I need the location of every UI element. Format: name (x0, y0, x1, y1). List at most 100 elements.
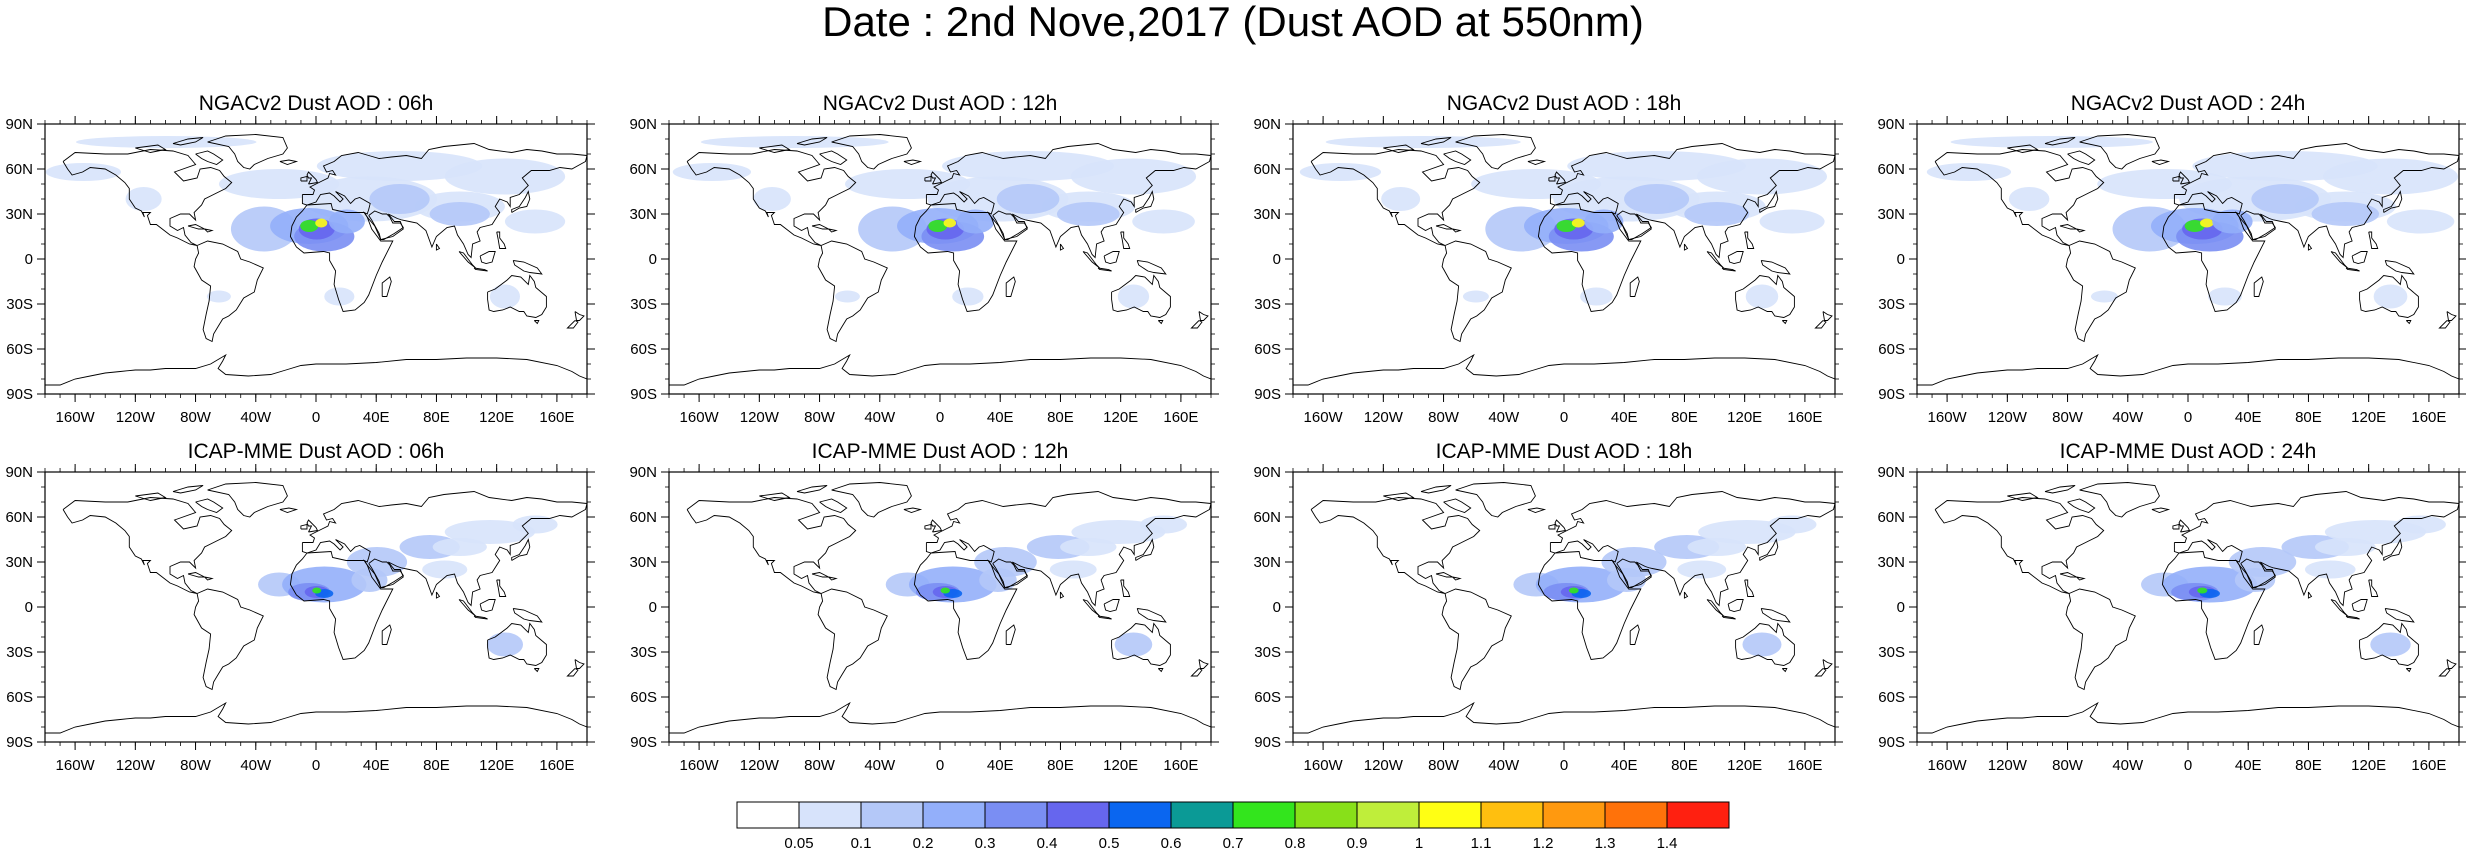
dust-aod-area (504, 209, 566, 234)
coastline (1629, 624, 1640, 645)
coastline (1135, 538, 1155, 561)
coastline (306, 519, 319, 533)
coastline (1443, 150, 1472, 166)
lon-tick-label: 120W (1364, 409, 1404, 426)
coastline (1616, 210, 1652, 240)
coastline (2351, 599, 2368, 612)
dust-aod-area (316, 151, 483, 181)
dust-aod-area (1759, 209, 1825, 234)
dust-aod-area (125, 187, 162, 211)
lon-tick-label: 160W (680, 409, 720, 426)
lat-tick-label: 90S (1878, 386, 1905, 403)
coastline (479, 251, 496, 264)
lat-tick-label: 90N (1253, 116, 1281, 133)
coastline (574, 311, 585, 321)
coastline (1527, 159, 1547, 165)
coastline (2173, 491, 2459, 607)
coastline (1135, 190, 1155, 213)
lat-tick-label: 30S (630, 296, 657, 313)
dust-aod-area (2311, 202, 2380, 226)
colorbar-swatch (1480, 801, 1544, 829)
coastline (1111, 274, 1171, 318)
coastline (2307, 591, 2313, 599)
coastline (831, 134, 912, 170)
coastline (1157, 320, 1164, 325)
panel-title: NGACv2 Dust AOD : 12h (822, 92, 1058, 115)
lat-tick-label: 0 (25, 251, 33, 268)
lon-tick-label: 0 (1560, 757, 1568, 774)
coastline (566, 668, 579, 677)
lat-tick-label: 30S (1254, 644, 1281, 661)
coastline (1727, 251, 1744, 264)
coastline (1554, 171, 1567, 185)
dust-aod-area (1677, 560, 1727, 579)
dust-aod-area (1742, 632, 1782, 657)
colorbar-swatch (922, 801, 986, 829)
coastline (1455, 134, 1536, 170)
coastline (2151, 507, 2171, 513)
map-panel: ICAP-MME Dust AOD : 12h 90N 60N 30N 0 30S 60S 9… (624, 440, 1244, 780)
coastline (45, 353, 587, 386)
coastline (1111, 622, 1171, 666)
coastline (1781, 320, 1788, 325)
panel-title: ICAP-MME Dust AOD : 12h (811, 440, 1069, 463)
coastline (924, 175, 932, 182)
colorbar-swatch (1542, 801, 1606, 829)
lat-tick-label: 30N (629, 206, 657, 223)
lon-tick-label: 160W (56, 757, 96, 774)
lat-tick-label: 30N (1253, 554, 1281, 571)
lon-tick-label: 160E (1163, 409, 1198, 426)
coastline (2059, 224, 2077, 230)
coastline (496, 579, 507, 597)
coastline (1917, 701, 2459, 734)
dust-aod-area (1049, 560, 1097, 579)
lat-tick-label: 90S (6, 734, 33, 751)
coastline (511, 538, 531, 561)
lon-tick-label: 80W (1428, 409, 1460, 426)
dust-aod-area (996, 184, 1060, 214)
dust-aod-area (1745, 284, 1779, 309)
coastline (1735, 274, 1795, 318)
lon-tick-label: 40E (2235, 757, 2262, 774)
lat-tick-label: 30N (1877, 206, 1905, 223)
colorbar: 0.05 0.1 0.2 0.3 0.4 0.5 0.6 0.7 0.8 0.9 1 1.1 1.2 1.… (736, 801, 1730, 852)
coastline (1537, 551, 1642, 660)
coastline (930, 171, 943, 185)
lon-tick-label: 120E (1727, 757, 1762, 774)
coastline (1814, 320, 1827, 329)
lat-tick-label: 60S (1878, 341, 1905, 358)
coastline (279, 507, 299, 513)
coastline (1706, 599, 1724, 617)
coastline (2446, 311, 2457, 321)
lon-tick-label: 40E (363, 409, 390, 426)
lon-tick-label: 120E (1727, 409, 1762, 426)
coastline (2065, 588, 2136, 691)
dust-aod-area (312, 587, 322, 594)
coastline (1198, 659, 1209, 669)
coastline (487, 622, 547, 666)
coastline (473, 615, 488, 620)
coastline (817, 588, 888, 691)
dust-aod-area (928, 220, 948, 232)
coastline (1727, 599, 1744, 612)
lat-tick-label: 90S (6, 386, 33, 403)
coastline (903, 507, 923, 513)
dust-aod-area (324, 287, 355, 306)
coastline (135, 144, 167, 153)
colorbar-swatch (798, 801, 862, 829)
dust-aod-area (429, 202, 490, 226)
coastline (1455, 482, 1536, 518)
coastline (172, 137, 204, 146)
coastline (2368, 579, 2379, 597)
coastline (2079, 482, 2160, 518)
panel-title: NGACv2 Dust AOD : 18h (1446, 92, 1682, 115)
dust-aod-area (2373, 284, 2408, 309)
coastline (2007, 144, 2039, 153)
coastline (2067, 498, 2096, 514)
coastline (2161, 203, 2266, 312)
coastline (1629, 276, 1640, 297)
lat-tick-label: 60N (5, 509, 33, 526)
dust-aod-area (672, 163, 752, 181)
map-plot: 90N 60N 30N 0 30S 60S 90S 160W 120W 80W 40W 0 40E 80E… (1253, 116, 1843, 426)
coastline (1435, 224, 1453, 230)
